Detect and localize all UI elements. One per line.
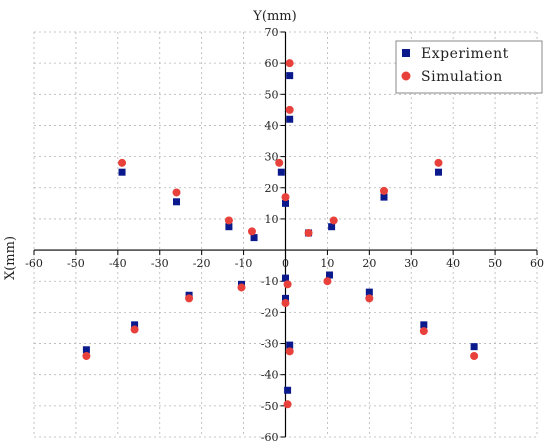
experiment-point [225, 223, 233, 231]
y-tick-label: 40 [265, 119, 279, 132]
simulation-point [281, 299, 290, 308]
experiment-point [326, 271, 334, 279]
experiment-point [131, 321, 139, 329]
x-tick-label: -60 [25, 257, 43, 270]
experiment-point [282, 294, 289, 302]
y-tick-label: 30 [265, 151, 279, 164]
legend-box [395, 40, 543, 94]
simulation-point [172, 188, 181, 197]
simulation-point [283, 280, 292, 289]
simulation-point [380, 186, 389, 195]
experiment-point [470, 343, 478, 351]
legend-experiment-marker [402, 49, 410, 57]
simulation-point [82, 352, 91, 360]
legend-experiment-label: Experiment [421, 46, 509, 62]
experiment-point [173, 198, 181, 206]
y-tick-label: 70 [265, 26, 279, 39]
experiment-point [284, 386, 292, 394]
experiment-point [328, 223, 336, 231]
axes [33, 31, 538, 438]
experiment-point [82, 346, 90, 354]
experiment-point [365, 288, 373, 296]
y-tick-label: 10 [265, 213, 279, 226]
experiment-point [282, 274, 289, 282]
simulation-point [118, 158, 127, 167]
legend: Experiment Simulation [395, 40, 543, 94]
x-tick-label: 60 [530, 257, 544, 270]
simulation-point [434, 158, 443, 167]
simulation-point [275, 158, 284, 167]
y-tick-label: -60 [261, 431, 279, 444]
simulation-point [285, 347, 294, 356]
x-axis-title: X(mm) [3, 236, 18, 280]
simulation-point [365, 294, 374, 303]
simulation-point [185, 294, 194, 303]
x-tick-label: 0 [282, 257, 289, 270]
simulation-point [224, 216, 233, 225]
experiment-point [286, 115, 294, 123]
experiment-point [286, 341, 294, 349]
y-tick-label: 60 [265, 57, 279, 70]
legend-simulation-label: Simulation [421, 69, 503, 85]
simulation-point [304, 228, 313, 237]
y-tick-label: -10 [261, 275, 279, 288]
x-tick-label: 10 [320, 257, 334, 270]
x-tick-label: -10 [235, 257, 253, 270]
data-points [82, 59, 479, 409]
experiment-point [277, 168, 285, 176]
x-tick-label: 20 [362, 257, 376, 270]
simulation-point [130, 325, 139, 334]
y-tick-label: -40 [261, 369, 279, 382]
legend-simulation-marker [401, 71, 411, 81]
tick-labels: -60 -50 -40 -30 -20 -10 0 10 20 30 40 50 60-60-50-40… [25, 26, 544, 444]
experiment-point [282, 199, 289, 207]
simulation-point [237, 283, 246, 292]
experiment-point [250, 234, 258, 242]
experiment-point [420, 321, 428, 329]
simulation-point [285, 105, 294, 114]
x-tick-label: 30 [404, 257, 418, 270]
y-tick-label: -50 [261, 400, 279, 413]
x-tick-label: -30 [151, 257, 169, 270]
simulation-point [281, 193, 290, 202]
y-tick-label: 20 [265, 182, 279, 195]
y-tick-label: -20 [261, 306, 279, 319]
simulation-point [247, 227, 256, 236]
x-tick-label: 40 [446, 257, 460, 270]
simulation-point [329, 216, 338, 225]
experiment-point [434, 168, 442, 176]
experiment-point [380, 193, 388, 201]
experiment-point [118, 168, 126, 176]
x-tick-label: 50 [488, 257, 502, 270]
simulation-point [283, 400, 292, 409]
simulation-point [470, 352, 479, 360]
x-tick-label: -20 [193, 257, 211, 270]
simulation-point [419, 327, 428, 336]
y-tick-label: -30 [261, 338, 279, 351]
x-tick-label: -40 [109, 257, 127, 270]
x-tick-label: -50 [67, 257, 85, 270]
simulation-point [285, 59, 294, 68]
y-tick-label: 50 [265, 88, 279, 101]
simulation-point [323, 277, 332, 286]
experiment-point [286, 72, 294, 80]
y-axis-title: Y(mm) [252, 9, 296, 24]
